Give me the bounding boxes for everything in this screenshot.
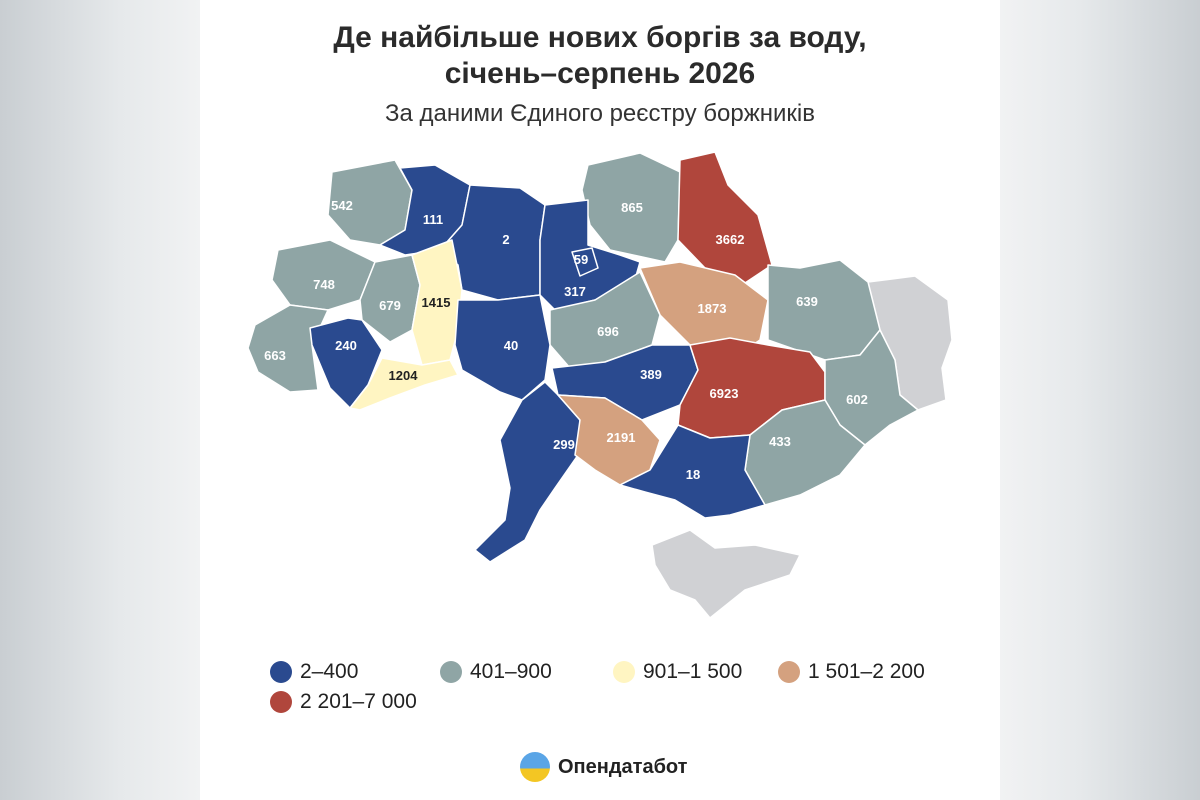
region — [767, 259, 881, 361]
region-value-label: 6923 — [710, 386, 739, 401]
legend-label: 2 201–7 000 — [300, 690, 417, 713]
infographic-card: Де найбільше нових боргів за воду, січен… — [200, 0, 1000, 800]
region-value-label: 18 — [686, 467, 700, 482]
region-value-label: 40 — [504, 338, 518, 353]
region-value-label: 1873 — [698, 301, 727, 316]
legend-swatch — [613, 661, 635, 683]
region-value-label: 59 — [574, 252, 588, 267]
region-value-label: 1204 — [389, 368, 419, 383]
legend-item: 2–400 — [270, 660, 358, 684]
brand-name: Опендатабот — [558, 755, 688, 778]
legend-swatch — [270, 691, 292, 713]
brand: Опендатабот — [520, 752, 687, 782]
region-value-label: 240 — [335, 338, 357, 353]
region-value-label: 696 — [597, 324, 619, 339]
region-value-label: 433 — [769, 434, 791, 449]
legend-swatch — [778, 661, 800, 683]
legend-item: 1 501–2 200 — [778, 660, 925, 684]
region-value-label: 3662 — [716, 232, 745, 247]
region — [639, 261, 769, 361]
legend: 2–400 401–900 901–1 500 1 501–2 200 2 201–7 … — [200, 0, 1000, 800]
region-value-label: 639 — [796, 294, 818, 309]
title-line-2: січень–серпень 2026 — [444, 57, 756, 90]
region-value-label: 542 — [331, 198, 353, 213]
region-value-label: 602 — [846, 392, 868, 407]
legend-label: 1 501–2 200 — [808, 660, 925, 683]
region — [271, 239, 376, 311]
opendatabot-logo-icon — [520, 752, 550, 782]
title-line-1: Де найбільше нових боргів за воду, — [333, 21, 867, 54]
region-value-label: 865 — [621, 200, 643, 215]
legend-item: 901–1 500 — [613, 660, 742, 684]
region-value-label: 679 — [379, 298, 401, 313]
region — [454, 294, 551, 401]
region-value-label: 1415 — [422, 295, 451, 310]
legend-item: 401–900 — [440, 660, 552, 684]
region-value-label: 2191 — [607, 430, 636, 445]
legend-label: 401–900 — [470, 660, 552, 683]
region-no-data — [651, 529, 801, 619]
region — [571, 247, 599, 277]
legend-label: 901–1 500 — [643, 660, 743, 683]
region — [619, 424, 766, 519]
region — [247, 304, 329, 393]
region-value-label: 317 — [564, 284, 586, 299]
map-subtitle: За даними Єдиного реєстру боржників — [384, 100, 816, 127]
ukraine-map: 542 111 2 865 3662 317 59 748 679 1415 1873 639 663 2… — [247, 151, 953, 619]
region-value-label: 389 — [640, 367, 662, 382]
region-value-label: 663 — [264, 348, 286, 363]
region-value-label: 299 — [553, 437, 575, 452]
legend-label: 2–400 — [300, 660, 359, 683]
legend-swatch — [270, 661, 292, 683]
region-value-label: 2 — [502, 232, 509, 247]
legend-swatch — [440, 661, 462, 683]
legend-item: 2 201–7 000 — [270, 690, 417, 714]
map-title: Де найбільше нових боргів за воду, січен… — [200, 20, 1000, 92]
region-value-label: 111 — [423, 212, 443, 227]
region — [474, 381, 581, 563]
region — [349, 357, 459, 411]
region-value-label: 748 — [313, 277, 335, 292]
